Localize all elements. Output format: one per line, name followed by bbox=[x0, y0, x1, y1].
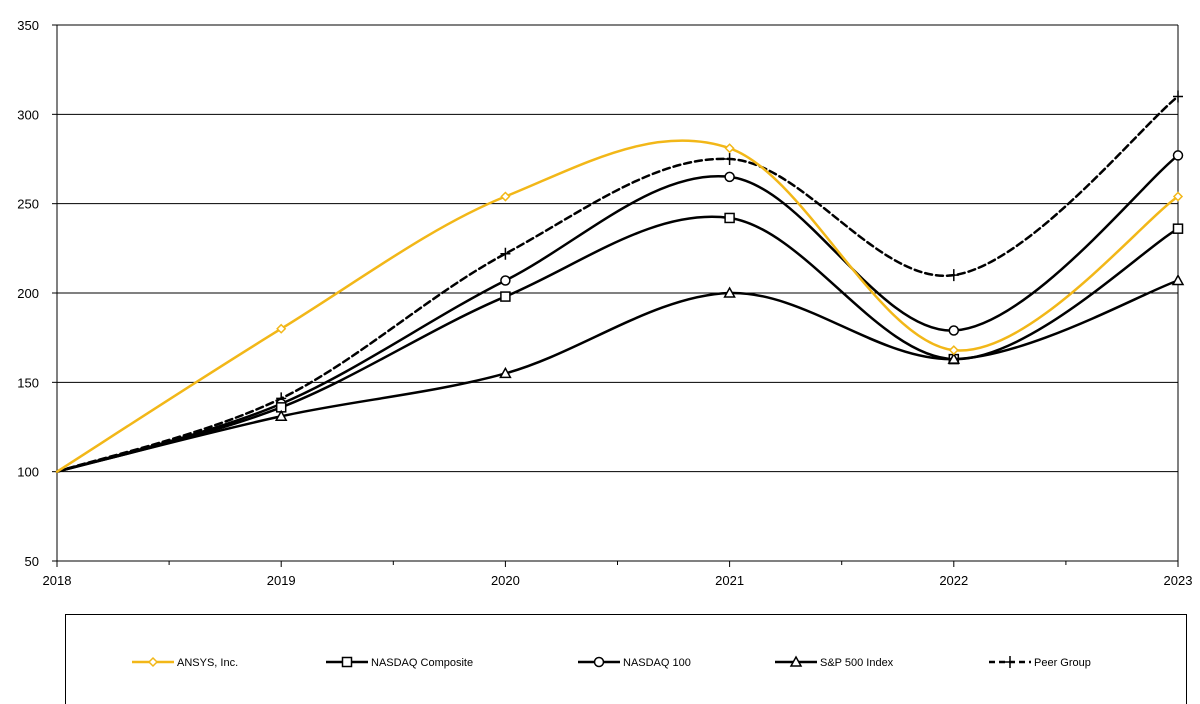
series-line-nasdaq-100 bbox=[55, 154, 1180, 473]
legend-label-nasdaq-composite: NASDAQ Composite bbox=[371, 657, 473, 669]
point-peer-group-2023 bbox=[1173, 90, 1183, 103]
x-tick-label-2018: 2018 bbox=[43, 573, 72, 588]
y-tick-label-50: 50 bbox=[25, 554, 39, 569]
x-tick-label-2019: 2019 bbox=[267, 573, 296, 588]
y-tick-label-250: 250 bbox=[17, 197, 39, 212]
legend-item-s-p-500-index: S&P 500 Index bbox=[775, 655, 894, 669]
legend-box bbox=[65, 614, 1187, 704]
series-nasdaq-100 bbox=[55, 150, 1184, 473]
series-lines bbox=[55, 90, 1185, 473]
point-ansys-inc-2020 bbox=[500, 191, 511, 202]
point-nasdaq-100-2020 bbox=[500, 275, 511, 286]
point-s-p-500-index-2021 bbox=[723, 286, 736, 298]
y-tick-label-150: 150 bbox=[17, 375, 39, 390]
point-s-p-500-index-2020 bbox=[499, 366, 512, 379]
axes bbox=[52, 24, 1179, 567]
point-peer-group-2021 bbox=[724, 153, 735, 165]
point-ansys-inc-2019 bbox=[276, 323, 287, 334]
series-line-ansys-inc bbox=[55, 139, 1180, 473]
legend: ANSYS, Inc. NASDAQ Composite NASDAQ 100 S&P… bbox=[65, 614, 1187, 704]
series-s-p-500-index bbox=[55, 273, 1185, 473]
x-tick-label-2022: 2022 bbox=[939, 573, 968, 588]
series-line-s-p-500-index bbox=[55, 279, 1180, 473]
series-line-nasdaq-composite bbox=[55, 215, 1180, 473]
point-peer-group-2020 bbox=[500, 247, 511, 260]
point-nasdaq-composite-2023 bbox=[1172, 223, 1184, 234]
grid-lines bbox=[57, 24, 1178, 473]
legend-label-ansys-inc: ANSYS, Inc. bbox=[177, 657, 238, 669]
legend-marker-ansys-inc bbox=[147, 656, 159, 668]
point-nasdaq-composite-2020 bbox=[500, 291, 511, 302]
legend-item-nasdaq-100: NASDAQ 100 bbox=[578, 656, 691, 669]
legend-label-s-p-500-index: S&P 500 Index bbox=[820, 657, 894, 669]
point-ansys-inc-2022 bbox=[948, 345, 959, 356]
series-ansys-inc bbox=[55, 139, 1184, 473]
legend-marker-nasdaq-100 bbox=[593, 656, 605, 668]
point-nasdaq-composite-2021 bbox=[724, 212, 735, 224]
legend-marker-nasdaq-composite bbox=[341, 656, 353, 668]
x-tick-label-2020: 2020 bbox=[491, 573, 520, 588]
x-tick-label-2023: 2023 bbox=[1164, 573, 1193, 588]
point-peer-group-2022 bbox=[948, 269, 959, 282]
y-tick-label-100: 100 bbox=[17, 465, 39, 480]
legend-marker-s-p-500-index bbox=[789, 655, 803, 667]
series-peer-group bbox=[55, 90, 1183, 473]
y-tick-label-350: 350 bbox=[17, 18, 39, 33]
legend-item-ansys-inc: ANSYS, Inc. bbox=[132, 656, 238, 669]
point-s-p-500-index-2022 bbox=[947, 352, 961, 364]
point-ansys-inc-2023 bbox=[1172, 191, 1184, 202]
point-ansys-inc-2021 bbox=[724, 143, 735, 154]
point-nasdaq-100-2021 bbox=[724, 171, 735, 183]
y-tick-label-300: 300 bbox=[17, 107, 39, 122]
legend-label-nasdaq-100: NASDAQ 100 bbox=[623, 657, 691, 669]
point-nasdaq-100-2022 bbox=[948, 325, 960, 336]
point-s-p-500-index-2023 bbox=[1171, 273, 1185, 286]
y-axis-tick-labels: 50 100 150 200 250 300 350 bbox=[17, 18, 39, 569]
series-nasdaq-composite bbox=[55, 212, 1184, 473]
series-line-peer-group bbox=[55, 95, 1180, 473]
point-s-p-500-index-2019 bbox=[274, 409, 288, 422]
y-tick-label-200: 200 bbox=[17, 286, 39, 301]
point-nasdaq-100-2023 bbox=[1172, 150, 1184, 161]
legend-item-nasdaq-composite: NASDAQ Composite bbox=[326, 656, 473, 669]
x-axis-tick-labels: 2018 2019 2020 2021 2022 2023 bbox=[43, 573, 1193, 588]
legend-item-peer-group: Peer Group bbox=[989, 656, 1091, 669]
legend-label-peer-group: Peer Group bbox=[1034, 657, 1091, 669]
legend-marker-peer-group bbox=[1005, 656, 1015, 668]
x-tick-label-2021: 2021 bbox=[715, 573, 744, 588]
